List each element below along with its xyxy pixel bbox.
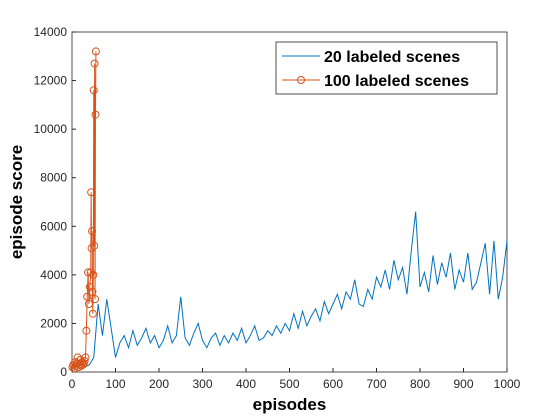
data-point: [87, 188, 96, 197]
data-point: [89, 270, 98, 279]
y-tick-label: 10000: [34, 122, 68, 136]
y-tick-label: 2000: [40, 316, 67, 330]
data-point: [91, 47, 100, 56]
legend-marker: [297, 76, 305, 84]
data-point: [88, 227, 97, 236]
data-point: [88, 309, 97, 318]
x-tick-label: 400: [236, 377, 256, 391]
data-point: [89, 86, 98, 95]
x-tick-label: 0: [69, 377, 76, 391]
data-point: [80, 357, 89, 366]
series-line: [71, 211, 508, 368]
data-point: [87, 244, 96, 253]
data-point: [84, 268, 93, 277]
x-tick-label: 600: [323, 377, 343, 391]
data-point: [86, 268, 95, 277]
x-tick-label: 300: [192, 377, 212, 391]
x-tick-label: 700: [366, 377, 386, 391]
data-point: [73, 353, 82, 362]
data-point: [82, 326, 91, 335]
data-point: [81, 353, 90, 362]
x-tick-label: 200: [149, 377, 169, 391]
data-point: [84, 300, 93, 308]
data-point: [70, 364, 79, 373]
data-point: [91, 295, 100, 304]
data-point: [75, 360, 84, 369]
data-point: [83, 292, 92, 301]
data-point: [91, 110, 100, 119]
legend-label: 100 labeled scenes: [324, 73, 469, 90]
x-axis-label: episodes: [253, 395, 327, 414]
x-tick-label: 100: [105, 377, 125, 391]
data-point: [90, 59, 99, 68]
y-tick-label: 4000: [40, 268, 67, 282]
data-point: [88, 287, 97, 296]
legend-label: 20 labeled scenes: [324, 49, 460, 66]
data-point: [85, 283, 94, 291]
y-tick-label: 14000: [34, 25, 68, 39]
y-tick-label: 12000: [34, 74, 68, 88]
y-axis-label: episode score: [7, 145, 26, 259]
y-tick-label: 8000: [40, 171, 67, 185]
x-tick-label: 800: [410, 377, 430, 391]
y-tick-label: 6000: [40, 219, 67, 233]
legend-box: [275, 41, 498, 95]
x-tick-label: 500: [279, 377, 299, 391]
x-tick-label: 900: [453, 377, 473, 391]
data-point: [90, 241, 99, 250]
y-tick-label: 0: [60, 365, 67, 379]
x-tick-label: 1000: [494, 377, 521, 391]
data-point: [78, 360, 87, 369]
